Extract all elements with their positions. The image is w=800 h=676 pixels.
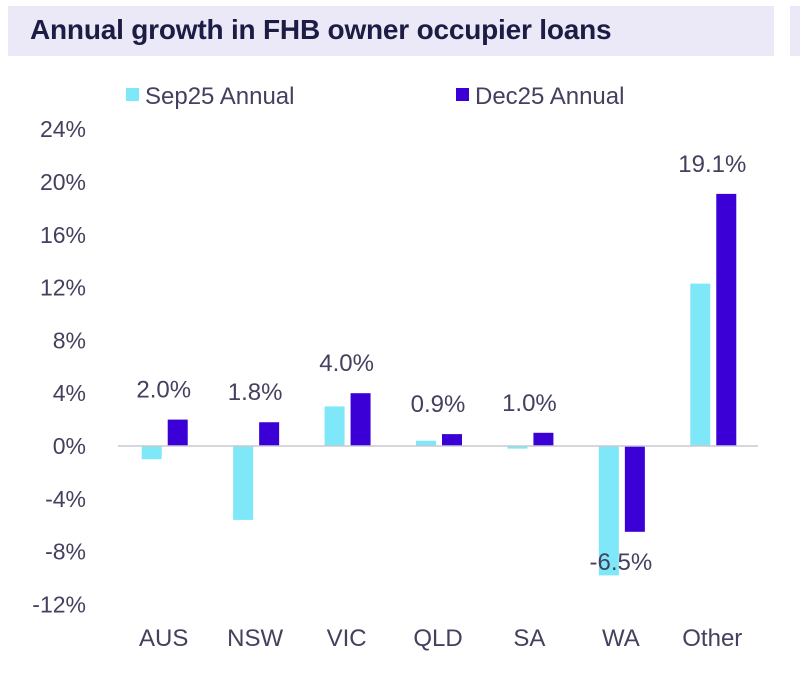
x-tick-label: AUS [139, 625, 188, 652]
data-label: 19.1% [678, 151, 746, 178]
data-label: 2.0% [136, 377, 191, 404]
bar-sep25 [233, 446, 254, 520]
y-tick-label: 8% [53, 327, 86, 353]
y-tick-label: -8% [45, 539, 86, 565]
bar-sep25 [416, 440, 436, 446]
data-label: -6.5% [590, 549, 653, 576]
y-tick-label: 16% [40, 222, 86, 248]
x-tick-label: VIC [327, 625, 367, 652]
bar-sep25 [324, 406, 345, 446]
legend-label-1: Sep25 Annual [145, 83, 294, 110]
x-tick-label: SA [513, 625, 545, 652]
data-label: 1.0% [502, 390, 557, 417]
x-tick-label: NSW [227, 625, 283, 652]
data-label: 4.0% [319, 350, 374, 377]
y-tick-label: 20% [40, 169, 86, 195]
bar-dec25 [442, 434, 462, 446]
title-band-edge [790, 6, 800, 56]
chart-title: Annual growth in FHB owner occupier loan… [30, 14, 612, 45]
data-label: 1.8% [228, 379, 283, 406]
bar-dec25 [533, 432, 554, 446]
x-tick-label: WA [602, 625, 640, 652]
x-tick-label: QLD [413, 625, 462, 652]
data-label: 0.9% [411, 391, 466, 418]
y-tick-label: 12% [40, 275, 86, 301]
legend-swatch-2 [456, 88, 469, 101]
y-tick-label: 0% [53, 433, 86, 459]
bar-dec25 [259, 422, 280, 446]
bar-sep25 [690, 283, 711, 446]
bar-dec25 [350, 393, 371, 446]
bar-sep25 [141, 446, 162, 460]
y-tick-label: -12% [32, 591, 86, 617]
x-tick-label: Other [682, 625, 742, 652]
bar-sep25 [598, 446, 619, 576]
bar-dec25 [716, 193, 737, 446]
y-tick-label: 4% [53, 380, 86, 406]
bar-dec25 [167, 419, 188, 446]
legend-label-2: Dec25 Annual [475, 83, 624, 110]
bar-sep25 [507, 446, 528, 449]
y-tick-label: 24% [40, 116, 86, 142]
title-band [8, 6, 774, 56]
legend-swatch-1 [126, 88, 139, 101]
bar-dec25 [624, 446, 645, 532]
y-tick-label: -4% [45, 486, 86, 512]
